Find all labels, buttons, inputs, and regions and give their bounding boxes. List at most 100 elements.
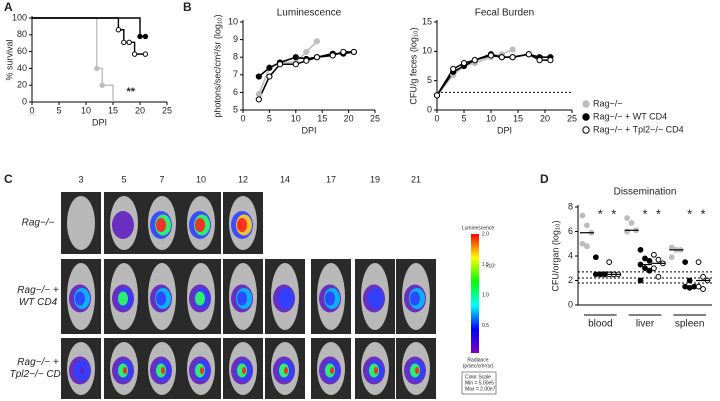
day-label: 14 bbox=[280, 174, 290, 184]
point bbox=[637, 246, 644, 253]
signal bbox=[410, 291, 420, 306]
y-tick-label: 2 bbox=[568, 275, 573, 285]
x-tick-label: 20 bbox=[135, 105, 145, 115]
x-tick-label: 0 bbox=[434, 113, 439, 123]
point bbox=[340, 48, 347, 56]
point bbox=[255, 91, 262, 98]
x-tick-label: 25 bbox=[567, 113, 577, 123]
point bbox=[584, 222, 590, 229]
colorbar-unit: Radiance bbox=[467, 357, 488, 363]
point bbox=[637, 277, 644, 284]
mouse-body bbox=[67, 196, 95, 250]
signal bbox=[284, 367, 288, 374]
point bbox=[292, 54, 299, 61]
annotation: * bbox=[642, 206, 647, 221]
point bbox=[142, 51, 149, 57]
point bbox=[94, 65, 100, 72]
x-tick-label: 5 bbox=[267, 113, 272, 123]
point bbox=[471, 57, 478, 64]
y-tick-label: 6 bbox=[233, 87, 238, 97]
x-tick-label: spleen bbox=[675, 319, 704, 330]
y-tick-label: 80 bbox=[17, 29, 27, 39]
annotation: * bbox=[611, 206, 616, 221]
point bbox=[700, 273, 706, 280]
point bbox=[695, 283, 702, 290]
day-label: 17 bbox=[326, 174, 336, 184]
signal bbox=[279, 291, 289, 306]
x-tick-label: 20 bbox=[540, 113, 550, 123]
y-tick-label: 0 bbox=[568, 299, 573, 309]
point bbox=[695, 259, 702, 266]
x-tick-label: 15 bbox=[317, 113, 327, 123]
x-tick-label: 5 bbox=[56, 105, 61, 115]
point bbox=[655, 256, 662, 263]
point bbox=[682, 259, 689, 266]
x-axis-label: DPI bbox=[92, 117, 107, 127]
signal bbox=[112, 211, 134, 239]
point bbox=[606, 259, 613, 266]
x-tick-label: 0 bbox=[240, 113, 245, 123]
legend-marker bbox=[582, 100, 590, 108]
point bbox=[350, 48, 357, 56]
y-axis-label: CFU/g feces (log₁₀) bbox=[408, 27, 418, 104]
annotation: ** bbox=[127, 86, 136, 98]
colorbar-tick-label: 0.5 bbox=[482, 323, 489, 329]
signal bbox=[195, 218, 205, 232]
point bbox=[313, 54, 321, 61]
series-line bbox=[436, 53, 551, 96]
x-axis-label: DPI bbox=[497, 125, 512, 135]
signal bbox=[75, 291, 85, 306]
signal bbox=[237, 291, 247, 306]
day-label: 5 bbox=[121, 174, 126, 184]
point bbox=[99, 82, 105, 88]
day-label: 19 bbox=[370, 174, 380, 184]
scale-box bbox=[461, 371, 497, 395]
x-tick-label: blood bbox=[588, 319, 612, 330]
row-label: WT CD4 bbox=[19, 297, 58, 308]
signal bbox=[161, 367, 165, 374]
point bbox=[700, 286, 706, 292]
day-label: 21 bbox=[411, 174, 421, 184]
signal bbox=[325, 291, 335, 306]
scale-box-text: Min = 5.00e5 bbox=[465, 380, 494, 386]
y-tick-label: 6 bbox=[568, 226, 573, 236]
point bbox=[668, 254, 675, 261]
y-tick-label: 100 bbox=[12, 12, 27, 22]
point bbox=[137, 33, 143, 40]
point bbox=[131, 51, 138, 57]
x-tick-label: 0 bbox=[29, 105, 34, 115]
signal bbox=[156, 218, 166, 232]
y-tick-label: 0 bbox=[427, 104, 432, 114]
signal bbox=[123, 367, 127, 374]
point bbox=[655, 273, 662, 280]
point bbox=[642, 255, 648, 262]
annotation: * bbox=[701, 206, 706, 221]
day-label: 10 bbox=[196, 174, 206, 184]
row-label: Rag−/− + bbox=[17, 285, 59, 296]
signal bbox=[330, 367, 334, 374]
colorbar-tick-label: 1.0 bbox=[482, 292, 489, 298]
point bbox=[509, 46, 516, 53]
y-tick-label: 4 bbox=[568, 250, 573, 260]
annotation: * bbox=[656, 206, 661, 221]
point bbox=[525, 51, 532, 58]
legend-label: Rag−/− + Tpl2−/− CD4 bbox=[593, 124, 684, 134]
point bbox=[266, 73, 273, 80]
point bbox=[642, 265, 648, 272]
point bbox=[255, 73, 262, 80]
point bbox=[487, 52, 495, 59]
point bbox=[624, 215, 630, 221]
y-tick-label: 8 bbox=[233, 52, 238, 62]
annotation: * bbox=[598, 206, 603, 221]
point bbox=[292, 61, 299, 68]
x-tick-label: 10 bbox=[486, 113, 496, 123]
day-label: 7 bbox=[159, 174, 164, 184]
row-label: Tpl2−/− CD4 bbox=[10, 369, 67, 380]
point bbox=[142, 33, 149, 40]
signal bbox=[374, 367, 378, 374]
signal bbox=[80, 367, 84, 374]
y-tick-label: 0 bbox=[22, 96, 27, 106]
y-tick-label: 8 bbox=[568, 201, 573, 211]
x-tick-label: 20 bbox=[344, 113, 354, 123]
